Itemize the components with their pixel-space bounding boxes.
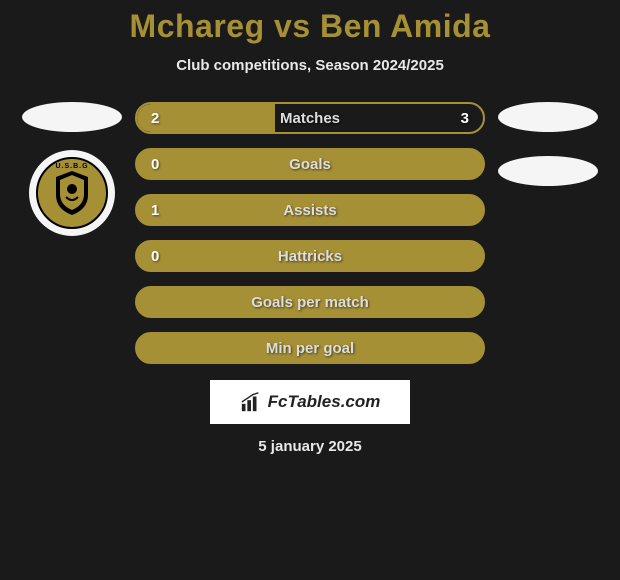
chart-icon	[240, 391, 262, 413]
logo-text: FcTables.com	[268, 392, 381, 412]
fctables-logo: FcTables.com	[210, 380, 410, 424]
stat-value-left: 0	[151, 156, 159, 173]
club-badge-left: U.S.B.G	[29, 150, 115, 236]
player-placeholder-right-2	[498, 156, 598, 186]
stat-label: Goals	[289, 156, 331, 173]
player-placeholder-left	[22, 102, 122, 132]
stats-column: 2 Matches 3 0 Goals 1 Assists 0 Hattricks Goals p…	[135, 102, 485, 364]
content-row: U.S.B.G 2 Matches 3 0 Goals 1 Assists 0 Hattrick…	[0, 102, 620, 364]
comparison-card: Mchareg vs Ben Amida Club competitions, …	[0, 0, 620, 580]
right-column	[493, 102, 603, 186]
stat-value-right: 3	[461, 110, 469, 127]
badge-text: U.S.B.G	[55, 163, 88, 170]
stat-value-left: 0	[151, 248, 159, 265]
stat-bar: 1 Assists	[135, 194, 485, 226]
stat-label: Hattricks	[278, 248, 342, 265]
subtitle: Club competitions, Season 2024/2025	[176, 57, 444, 74]
stat-bar: 0 Hattricks	[135, 240, 485, 272]
player-placeholder-right-1	[498, 102, 598, 132]
stat-bar: Goals per match	[135, 286, 485, 318]
stat-bar: 2 Matches 3	[135, 102, 485, 134]
stat-label: Min per goal	[266, 340, 354, 357]
stat-label: Goals per match	[251, 294, 369, 311]
stat-bar: Min per goal	[135, 332, 485, 364]
stat-value-left: 1	[151, 202, 159, 219]
stat-bar: 0 Goals	[135, 148, 485, 180]
date-text: 5 january 2025	[258, 438, 361, 455]
left-column: U.S.B.G	[17, 102, 127, 236]
stat-label: Matches	[280, 110, 340, 127]
stat-value-left: 2	[151, 110, 159, 127]
stat-label: Assists	[283, 202, 336, 219]
page-title: Mchareg vs Ben Amida	[130, 8, 491, 45]
